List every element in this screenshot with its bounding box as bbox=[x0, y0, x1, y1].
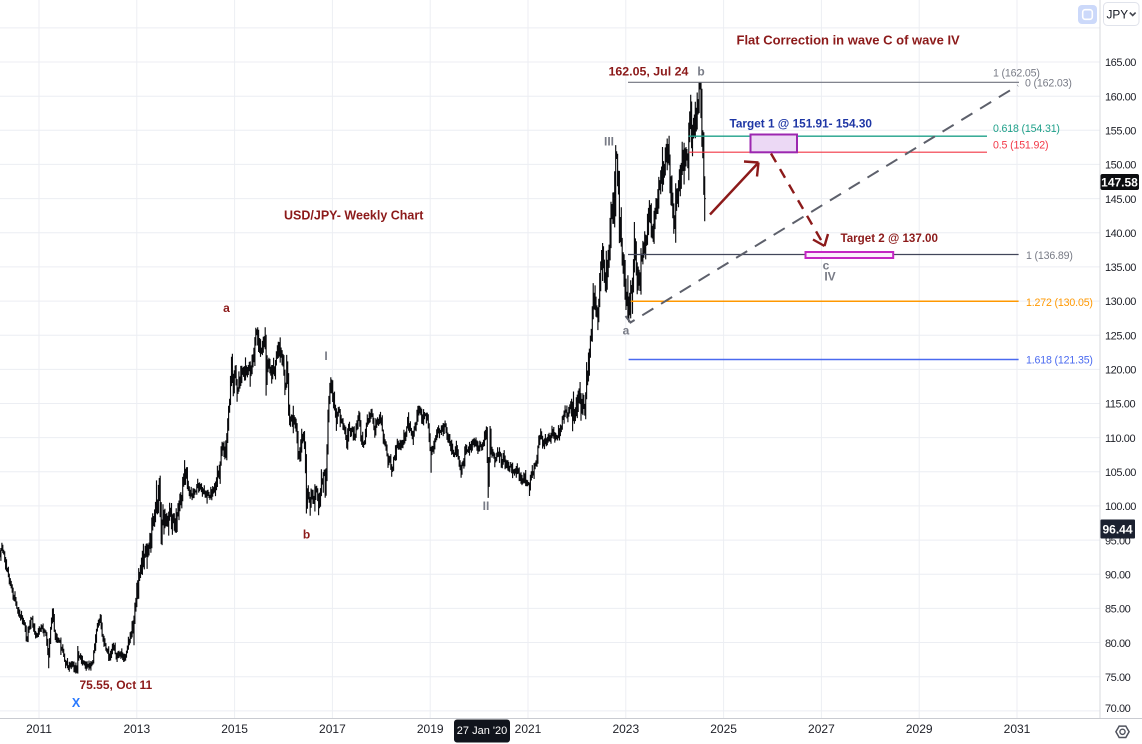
svg-text:80.00: 80.00 bbox=[1105, 638, 1131, 650]
svg-text:1.618 (121.35): 1.618 (121.35) bbox=[1026, 355, 1093, 367]
svg-text:III: III bbox=[604, 135, 614, 149]
svg-text:85.00: 85.00 bbox=[1105, 604, 1131, 616]
svg-text:100.00: 100.00 bbox=[1105, 501, 1136, 513]
svg-text:0.5 (151.92): 0.5 (151.92) bbox=[993, 140, 1048, 152]
svg-text:b: b bbox=[303, 528, 310, 542]
svg-text:I: I bbox=[324, 349, 327, 363]
svg-text:a: a bbox=[223, 301, 230, 315]
svg-text:155.00: 155.00 bbox=[1105, 126, 1136, 138]
svg-text:Target 1 @ 151.91- 154.30: Target 1 @ 151.91- 154.30 bbox=[730, 117, 873, 131]
svg-text:96.44: 96.44 bbox=[1102, 523, 1132, 537]
svg-text:140.00: 140.00 bbox=[1105, 228, 1136, 240]
svg-text:2019: 2019 bbox=[417, 722, 444, 736]
svg-text:110.00: 110.00 bbox=[1105, 433, 1135, 445]
svg-text:145.00: 145.00 bbox=[1105, 194, 1136, 206]
svg-text:Target 2 @ 137.00: Target 2 @ 137.00 bbox=[841, 232, 938, 245]
svg-text:X: X bbox=[72, 696, 81, 710]
svg-text:105.00: 105.00 bbox=[1105, 467, 1136, 479]
svg-text:a: a bbox=[623, 324, 630, 338]
svg-text:USD/JPY- Weekly Chart: USD/JPY- Weekly Chart bbox=[284, 209, 424, 223]
svg-text:27 Jan '20: 27 Jan '20 bbox=[457, 725, 507, 737]
svg-text:125.00: 125.00 bbox=[1105, 330, 1136, 342]
svg-text:b: b bbox=[697, 65, 704, 79]
svg-text:0 (162.03): 0 (162.03) bbox=[1025, 78, 1072, 90]
svg-text:2021: 2021 bbox=[515, 722, 542, 736]
svg-text:2017: 2017 bbox=[319, 722, 346, 736]
svg-text:II: II bbox=[483, 499, 490, 513]
svg-text:Flat Correction in wave C of w: Flat Correction in wave C of wave IV bbox=[737, 33, 961, 48]
svg-text:2013: 2013 bbox=[123, 722, 150, 736]
svg-text:115.00: 115.00 bbox=[1105, 399, 1135, 411]
svg-text:70.00: 70.00 bbox=[1105, 703, 1131, 715]
svg-text:2027: 2027 bbox=[808, 722, 835, 736]
svg-text:2023: 2023 bbox=[612, 722, 639, 736]
svg-text:120.00: 120.00 bbox=[1105, 365, 1136, 377]
svg-text:162.05, Jul 24: 162.05, Jul 24 bbox=[609, 65, 689, 79]
svg-text:2011: 2011 bbox=[26, 722, 52, 736]
svg-text:90.00: 90.00 bbox=[1105, 570, 1131, 582]
svg-text:0.618 (154.31): 0.618 (154.31) bbox=[993, 123, 1060, 135]
svg-text:135.00: 135.00 bbox=[1105, 262, 1136, 274]
svg-text:2031: 2031 bbox=[1004, 722, 1031, 736]
svg-text:160.00: 160.00 bbox=[1105, 91, 1136, 103]
svg-text:75.00: 75.00 bbox=[1105, 672, 1131, 684]
svg-text:1.272 (130.05): 1.272 (130.05) bbox=[1026, 297, 1093, 309]
svg-text:150.00: 150.00 bbox=[1105, 160, 1136, 172]
svg-text:130.00: 130.00 bbox=[1105, 296, 1136, 308]
svg-text:75.55, Oct 11: 75.55, Oct 11 bbox=[80, 678, 153, 692]
svg-text:1 (136.89): 1 (136.89) bbox=[1026, 250, 1073, 262]
svg-text:2015: 2015 bbox=[221, 722, 248, 736]
svg-text:147.58: 147.58 bbox=[1101, 176, 1138, 190]
svg-text:2029: 2029 bbox=[906, 722, 933, 736]
svg-text:2025: 2025 bbox=[710, 722, 737, 736]
svg-text:1 (162.05): 1 (162.05) bbox=[993, 68, 1040, 80]
svg-text:IV: IV bbox=[824, 270, 835, 284]
svg-text:c: c bbox=[823, 259, 830, 273]
svg-text:165.00: 165.00 bbox=[1105, 57, 1136, 69]
svg-text:JPY: JPY bbox=[1107, 8, 1129, 22]
